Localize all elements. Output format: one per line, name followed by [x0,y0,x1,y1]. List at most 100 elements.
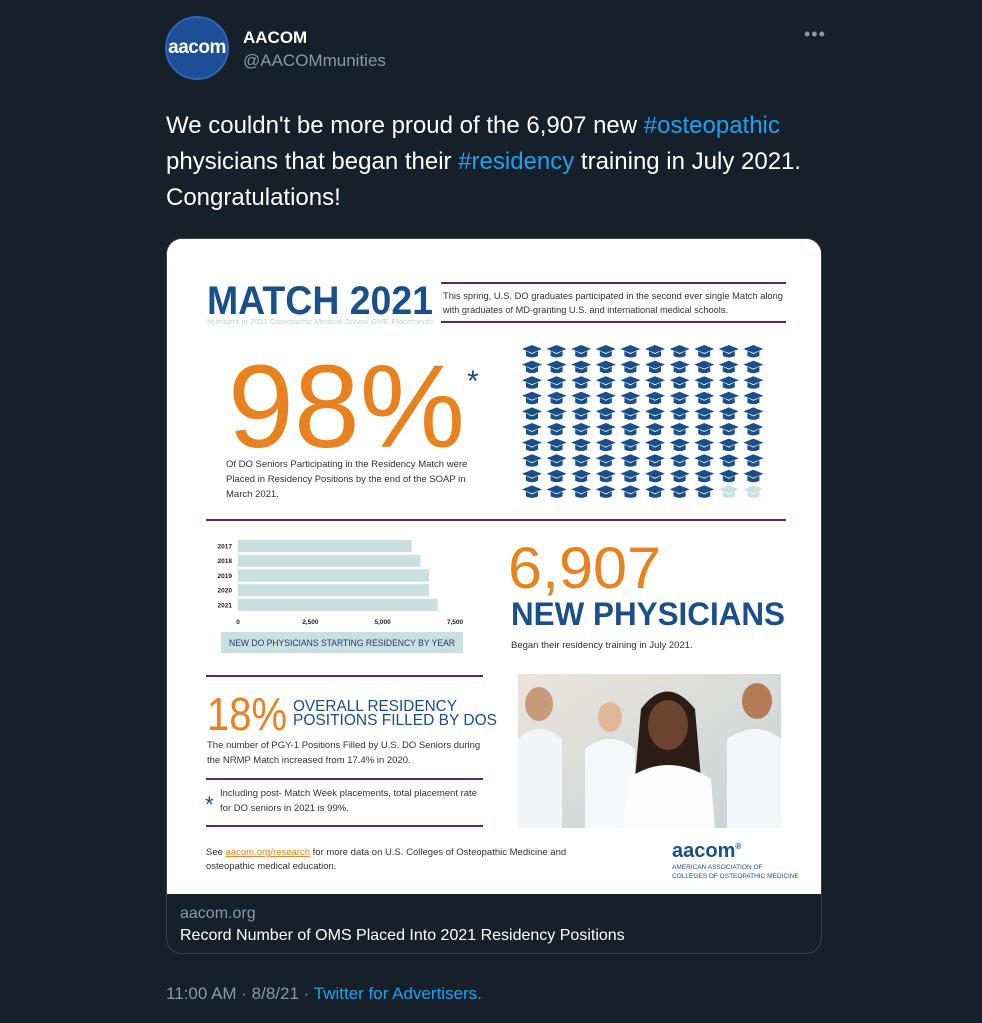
bar [238,584,429,597]
infographic-subtitle: Numbers in 2021 Osteopathic Medical Scho… [207,319,434,326]
x-tick-label: 2,500 [302,619,319,626]
cap-icon [718,454,739,467]
note-text: for DO seniors in 2021 is 99%. [220,803,349,814]
cap-icon [718,485,739,498]
cap-grid [522,345,764,498]
headline-text: Of DO Seniors Participating in the Resid… [226,459,467,470]
cap-icon [645,376,665,389]
cap-icon [645,438,665,452]
cap-icon [645,485,665,498]
cap-icon [718,376,739,389]
y-tick-label: 2017 [218,544,233,551]
cap-icon [571,391,592,405]
cap-icon [522,469,542,483]
cap-icon [620,454,641,467]
cap-icon [645,407,665,420]
cap-icon [571,454,592,467]
text: We couldn't be more proud of the 6,907 n… [166,112,644,139]
cap-icon [595,360,616,374]
cap-icon [620,376,641,389]
cap-icon [743,345,764,358]
infographic: MATCH 2021 Numbers in 2021 Osteopathic M… [167,239,821,894]
cap-icon [595,407,616,420]
photo [518,674,781,828]
cap-icon [694,423,715,436]
cap-icon [571,469,592,483]
cap-icon [743,469,764,483]
card-domain: aacom.org [180,905,256,922]
avatar[interactable]: aacom [165,16,229,80]
text: See [206,847,226,858]
share-text: The number of PGY-1 Positions Filled by … [207,740,480,751]
cap-icon [522,454,542,467]
cap-icon [522,407,542,420]
link[interactable]: aacom.org/research [226,847,310,858]
count-text: Began their residency training in July 2… [511,640,693,651]
cap-icon [546,485,567,498]
link-card[interactable]: MATCH 2021 Numbers in 2021 Osteopathic M… [166,238,822,954]
y-tick-label: 2021 [218,602,233,609]
bar [238,598,438,611]
share-label: POSITIONS FILLED BY DOS [293,712,497,729]
cap-icon [645,423,665,436]
chart-title: NEW DO PHYSICIANS STARTING RESIDENCY BY … [229,638,455,648]
cap-icon [571,376,592,389]
cap-icon [669,407,690,420]
logo-mark: ® [735,842,741,851]
cap-icon [669,376,690,389]
cap-icon [694,360,715,374]
cap-icon [546,345,567,358]
author-handle[interactable]: @AACOMmunities [243,51,386,70]
cap-icon [718,407,739,420]
note-text: Including post- Match Week placements, t… [220,788,477,799]
cap-icon [718,391,739,405]
cap-icon [571,438,592,452]
cap-icon [571,485,592,498]
cap-icon [571,423,592,436]
cap-icon [546,423,567,436]
cap-icon [546,376,567,389]
cap-icon [669,485,690,498]
y-tick-label: 2020 [218,588,233,595]
cap-icon [620,485,641,498]
share-label: OVERALL RESIDENCY [293,698,457,715]
headline-text: March 2021. [226,489,279,500]
x-tick-label: 0 [236,619,240,626]
cap-icon [718,469,739,483]
cap-icon [546,454,567,467]
y-tick-label: 2019 [218,573,233,580]
hashtag[interactable]: #osteopathic [643,112,780,139]
cap-icon [743,407,764,420]
cap-icon [595,345,616,358]
cap-icon [718,345,739,358]
share-stat: 18% [207,688,287,740]
cap-icon [546,469,567,483]
cap-icon [522,438,542,452]
cap-icon [694,376,715,389]
footer-text: osteopathic medical education. [206,861,336,872]
cap-icon [669,469,690,483]
author-name[interactable]: AACOM [243,28,308,47]
cap-icon [595,376,616,389]
cap-icon [522,485,542,498]
cap-icon [645,469,665,483]
bar-chart: 0 2,500 5,000 7,500 2017 2018 2019 2020 2021 [218,540,464,626]
more-button[interactable]: ••• [804,24,826,44]
cap-icon [743,485,764,498]
y-tick-label: 2018 [218,558,233,565]
cap-icon [595,469,616,483]
hashtag[interactable]: #residency [458,148,575,175]
headline-stat: 98% [228,341,465,473]
timestamp[interactable]: 11:00 AM · 8/8/21 · [166,984,314,1003]
cap-icon [595,454,616,467]
x-tick-label: 7,500 [447,619,464,626]
cap-icon [694,407,715,420]
tweet-meta: 11:00 AM · 8/8/21 · Twitter for Advertis… [166,984,482,1004]
cap-icon [546,407,567,420]
footer-text: See aacom.org/research for more data on … [206,847,566,858]
cap-icon [718,423,739,436]
source[interactable]: Twitter for Advertisers. [313,984,482,1003]
logo: aacom® [672,840,741,862]
cap-icon [546,391,567,405]
